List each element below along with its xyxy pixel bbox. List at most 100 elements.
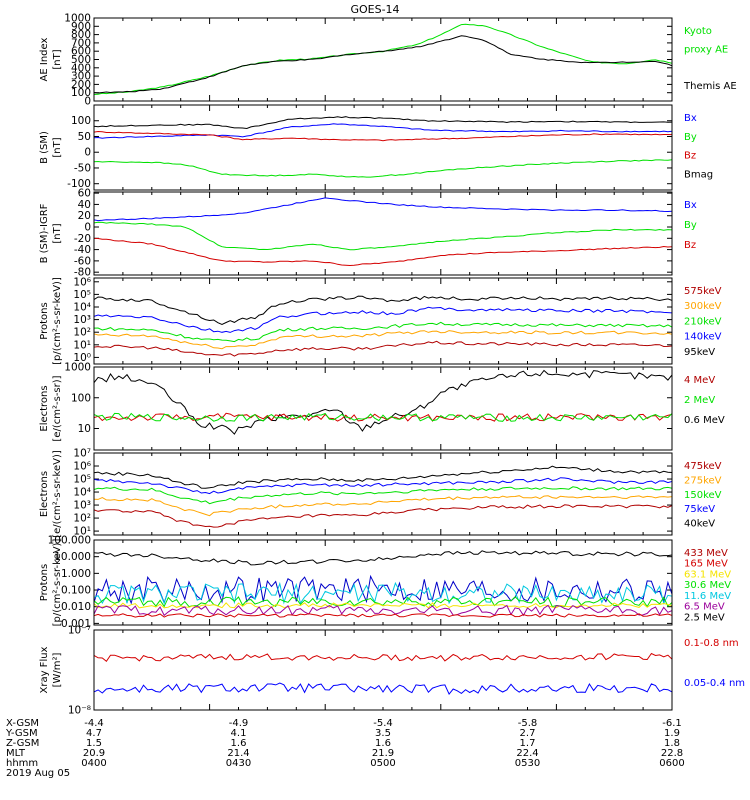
series-line-protons1-1 [94,306,672,333]
y-tick-label: 100 [71,87,91,99]
y-axis-label: [nT] [52,49,63,69]
legend-entry: 0.6 MeV [684,415,725,426]
y-tick-label: 1.000 [61,568,91,580]
legend-entry: 30.6 MeV [684,580,731,591]
y-axis-label: B (SM) [39,131,50,164]
y-tick-label: -50 [74,162,91,174]
y-tick-label: 0 [84,222,91,234]
footer-value: 0600 [659,758,684,769]
legend-entry: 2.5 MeV [684,612,725,623]
series-line-bigrf-0 [94,197,672,222]
series-line-protons2-0 [94,550,672,566]
y-tick-label: 20 [78,210,91,222]
footer-value: -5.8 [518,718,538,729]
y-tick-label: 800 [71,29,91,41]
plot-frame [93,539,673,626]
y-axis-label: Electrons [39,471,50,517]
y-tick-label: 1000 [64,362,91,374]
y-tick-label: 300 [71,71,91,83]
footer-value: 0530 [515,758,540,769]
y-tick-label: 10⁰ [73,352,91,364]
series-line-electrons2-1 [94,477,672,495]
y-tick-label: 10² [73,513,91,525]
footer-value: 0430 [226,758,251,769]
y-tick-label: -100 [67,178,91,190]
y-tick-label: 0.001 [61,618,91,630]
series-line-protons2-2 [94,581,672,605]
y-tick-label: 10 [78,423,91,435]
legend-entry: 75keV [684,504,715,515]
series-line-bsm-1 [94,123,672,139]
series-line-protons2-5 [94,604,672,617]
y-tick-label: 10⁶ [73,461,91,473]
y-tick-label: 100 [71,115,91,127]
series-line-electrons2-2 [94,486,672,505]
legend-entry: Bz [684,151,696,162]
series-line-bigrf-1 [94,221,672,251]
y-tick-label: 500 [71,54,91,66]
y-tick-label: -80 [74,267,91,279]
footer-row-label: MLT [6,748,26,759]
y-tick-label: 10⁴ [73,487,91,499]
series-line-ae-1 [94,35,672,94]
series-line-bsm-2 [94,130,672,142]
legend-entry: By [684,132,697,143]
y-tick-label: 50 [78,131,91,143]
series-line-protons1-3 [94,330,672,350]
y-tick-label: 10⁵ [73,289,91,301]
plot-frame [93,17,673,102]
y-tick-label: -60 [74,255,91,267]
legend-entry: 2 MeV [684,395,715,406]
y-tick-label: 900 [71,21,91,33]
y-axis-label: [e/(cm²-s-sr-keV)] [52,450,63,538]
footer-value: 22.8 [661,748,683,759]
panel-xray: 10⁻⁸ 10⁻⁷ Xray Flux [W/m²] 0.1-0.8 nm 0.05-0.… [39,625,745,717]
series-line-protons2-3 [94,596,672,608]
legend-entry: 150keV [684,490,722,501]
series-line-protons1-0 [94,295,672,325]
legend-entry: 210keV [684,316,722,327]
y-axis-label: Protons [39,564,50,601]
footer-value: 1.9 [664,728,680,739]
series-line-xray-0 [94,652,672,663]
series-line-electrons2-3 [94,495,672,517]
footer-value: 21.9 [372,748,394,759]
y-tick-label: 10⁶ [73,276,91,288]
footer-value: 4.7 [86,728,102,739]
y-tick-label: -20 [74,233,91,245]
legend-entry: 433 MeV [684,548,728,559]
series-line-electrons2-0 [94,465,672,489]
y-tick-label: 0 [84,147,91,159]
footer-value: 22.4 [516,748,538,759]
plot-frame [93,104,673,191]
y-tick-label: 0.010 [61,601,91,613]
footer-value: -4.9 [229,718,249,729]
legend-entry: Themis AE [683,81,737,92]
series-line-protons2-6 [94,613,672,618]
footer-row-label: X-GSM [6,718,39,729]
legend-entry: 63.1 MeV [684,569,731,580]
legend-entry: 0.05-0.4 nm [684,678,745,689]
y-tick-label: 100.000 [48,535,91,547]
legend-entry: 11.6 MeV [684,591,731,602]
plot-frame [93,191,673,276]
series-line-protons2-1 [94,574,672,605]
series-line-electrons2-4 [94,504,672,528]
footer-value: 0400 [81,758,106,769]
panel-electrons1: 10 100 1000 Electrons [e/(cm²-s-sr)] 4 MeV 2 M… [39,362,725,451]
footer-value: -4.4 [84,718,104,729]
footer-value: 0500 [370,758,395,769]
series-line-bigrf-2 [94,237,672,267]
series-line-protons2-4 [94,602,672,609]
plot-frame [93,277,673,365]
legend-entry: 95keV [684,347,715,358]
legend-entry: 140keV [684,332,722,343]
footer-row-label: Z-GSM [6,738,39,749]
legend-entry: 165 MeV [684,559,728,570]
y-axis-label: [nT] [52,223,63,243]
legend-entry: 0.1-0.8 nm [684,638,739,649]
y-axis-label: [p/(cm²-s-sr-keV)] [52,277,63,365]
legend-entry: proxy AE [684,44,728,55]
legend-entry: Bmag [684,169,713,180]
